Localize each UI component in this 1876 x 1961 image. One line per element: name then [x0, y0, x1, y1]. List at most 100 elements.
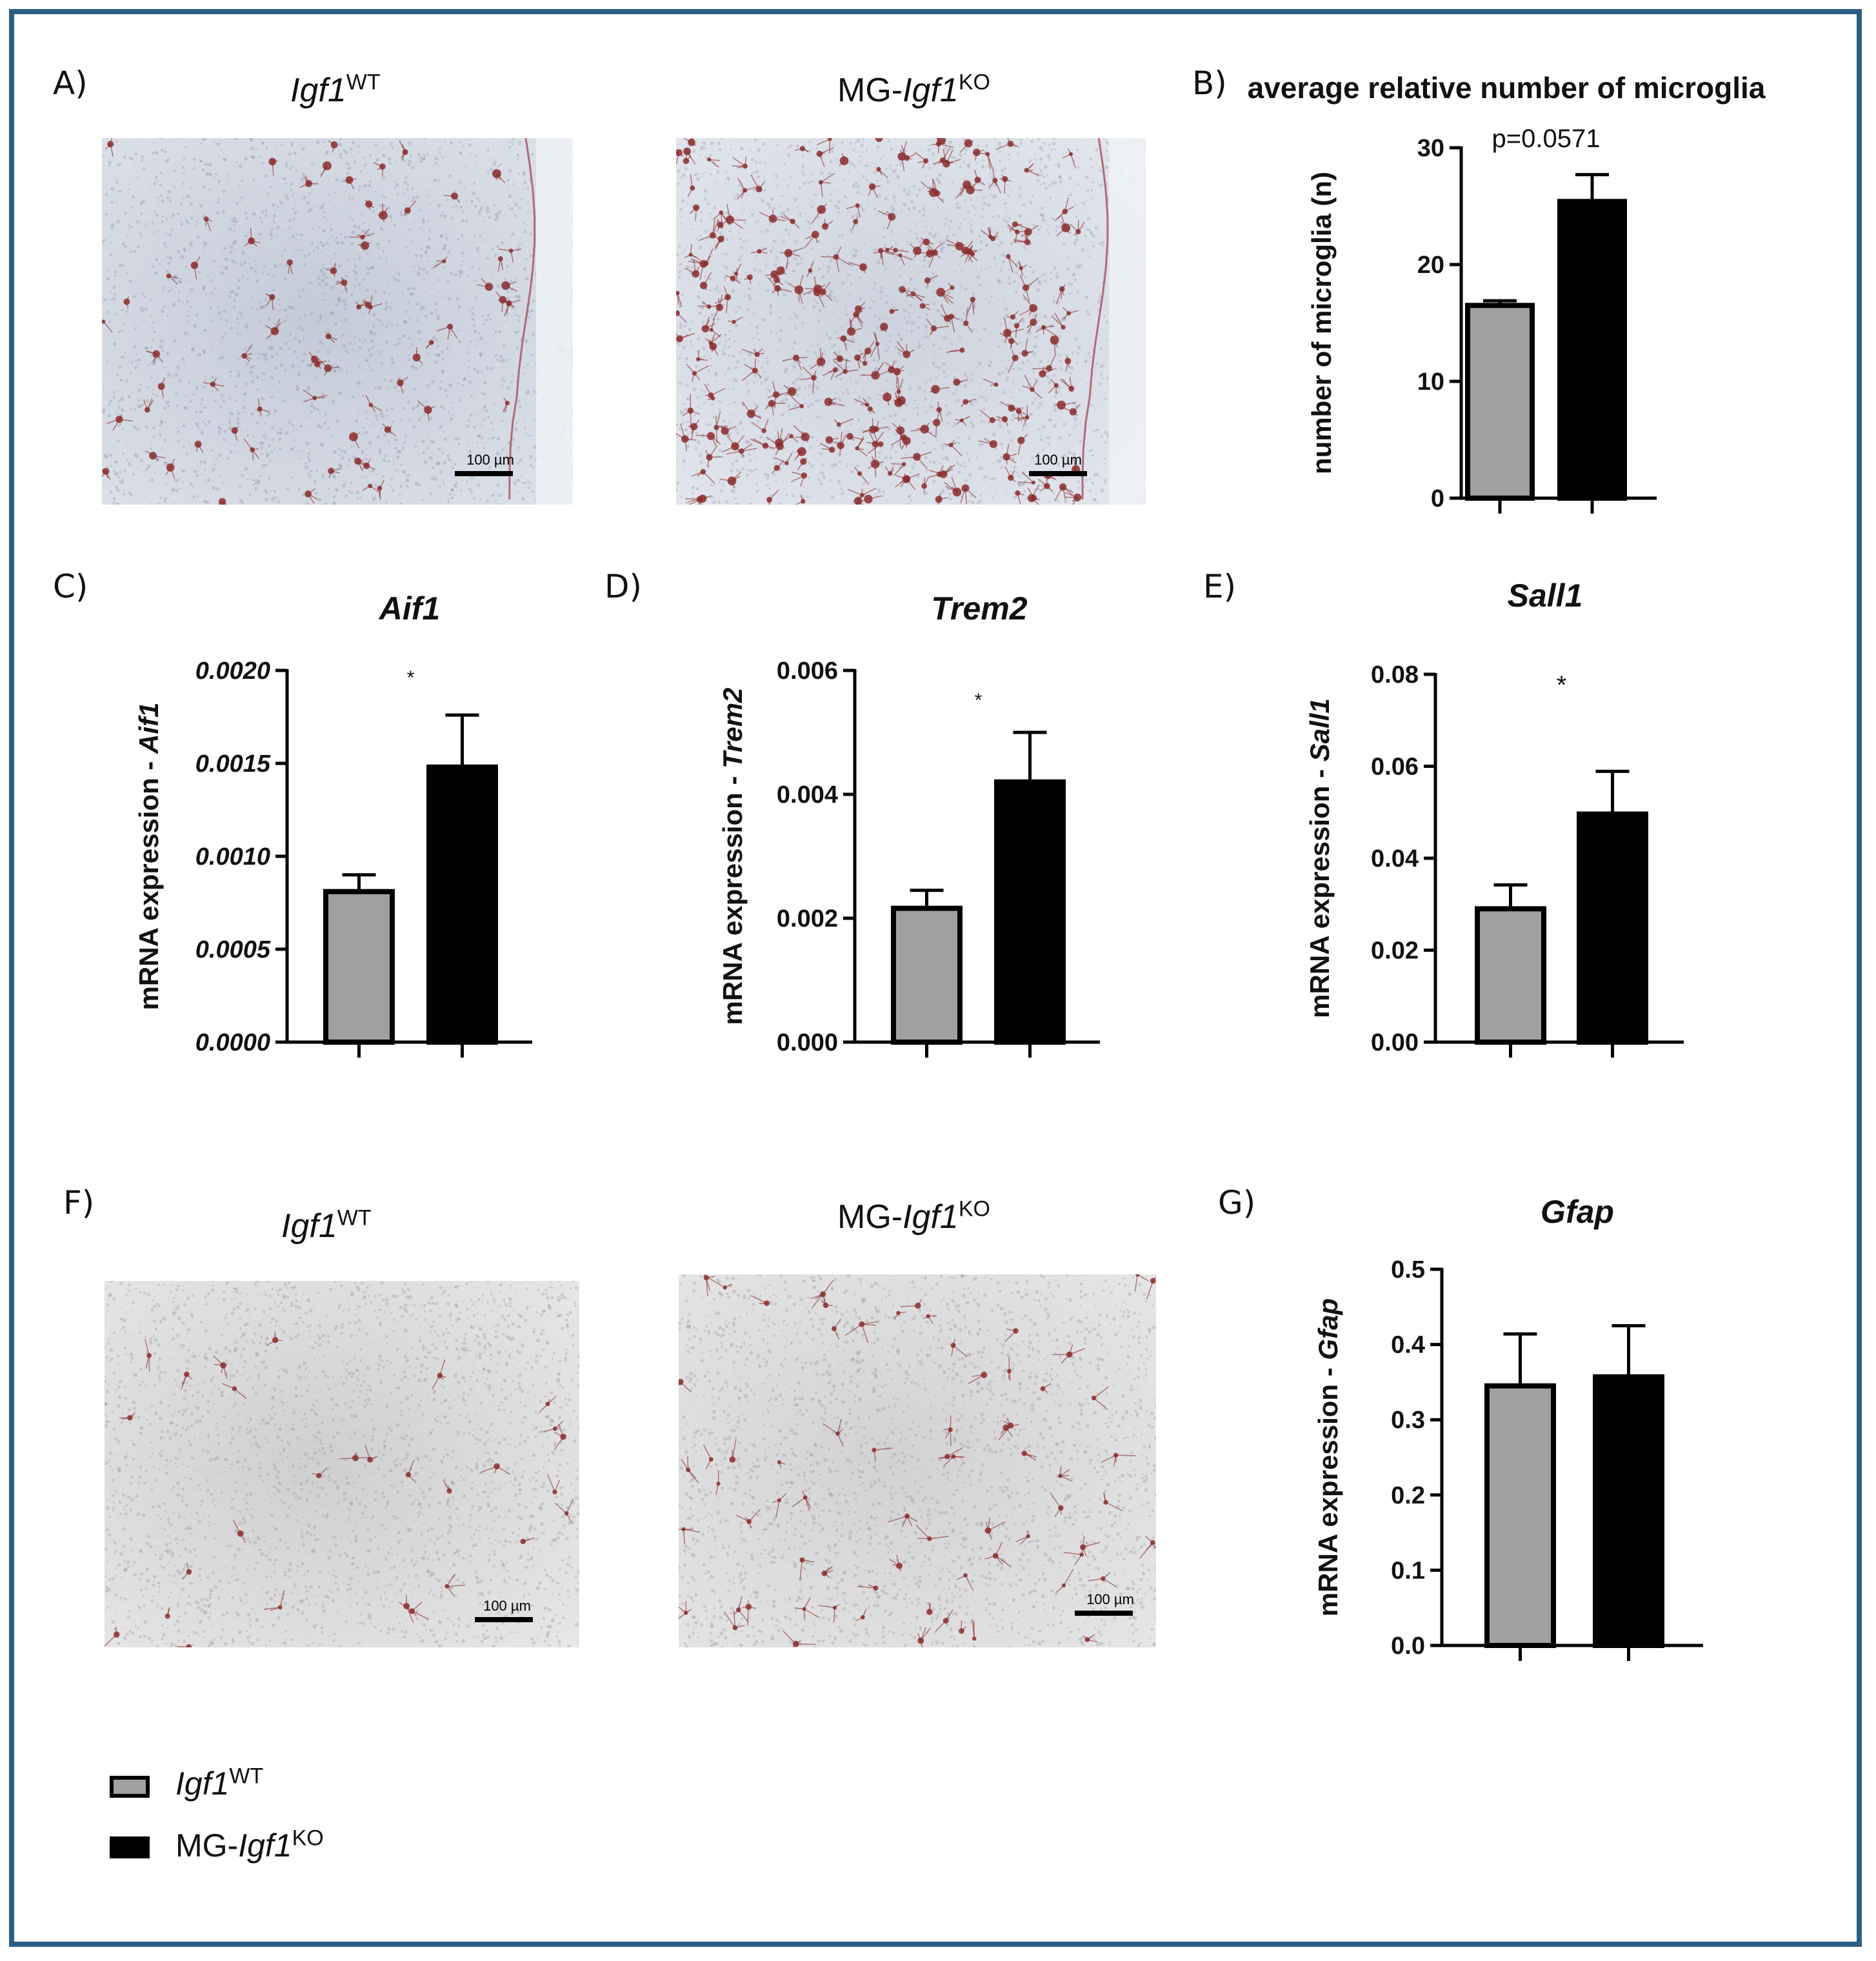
texture-speck	[407, 354, 410, 357]
texture-speck	[244, 212, 248, 215]
texture-speck	[334, 192, 337, 195]
texture-speck	[468, 139, 470, 141]
texture-speck	[248, 494, 252, 497]
texture-speck	[264, 174, 268, 178]
texture-speck	[351, 376, 353, 378]
texture-speck	[295, 385, 299, 388]
texture-speck	[512, 143, 515, 146]
texture-speck	[381, 323, 384, 326]
texture-speck	[135, 352, 138, 356]
texture-speck	[114, 274, 117, 277]
texture-speck	[283, 308, 288, 312]
texture-speck	[284, 264, 288, 267]
texture-speck	[419, 157, 423, 160]
texture-speck	[130, 486, 132, 488]
texture-speck	[427, 341, 429, 343]
texture-speck	[132, 391, 134, 394]
texture-speck	[396, 324, 399, 327]
texture-speck	[419, 307, 423, 311]
texture-speck	[517, 461, 520, 464]
texture-speck	[357, 188, 361, 192]
texture-speck	[266, 192, 270, 196]
texture-speck	[277, 390, 279, 393]
texture-speck	[441, 451, 444, 454]
texture-speck	[283, 177, 286, 181]
texture-speck	[245, 216, 249, 220]
texture-speck	[484, 318, 488, 322]
texture-speck	[279, 263, 282, 266]
texture-speck	[197, 495, 199, 498]
texture-speck	[392, 463, 395, 465]
texture-speck	[344, 150, 348, 155]
texture-speck	[153, 232, 155, 235]
texture-speck	[203, 328, 208, 332]
texture-speck	[232, 290, 235, 294]
texture-speck	[484, 381, 488, 385]
texture-speck	[153, 142, 155, 144]
texture-speck	[532, 287, 535, 289]
texture-speck	[399, 211, 403, 214]
texture-speck	[365, 359, 368, 363]
texture-speck	[220, 271, 225, 276]
texture-speck	[288, 226, 291, 229]
texture-speck	[115, 181, 119, 185]
texture-speck	[284, 182, 287, 185]
texture-speck	[358, 395, 360, 397]
texture-speck	[337, 297, 341, 300]
texture-speck	[214, 172, 218, 176]
texture-speck	[136, 363, 138, 365]
panel-label-b: B)	[1192, 65, 1227, 102]
texture-speck	[289, 167, 292, 170]
texture-speck	[121, 264, 125, 267]
texture-speck	[213, 176, 215, 179]
texture-speck	[432, 336, 436, 339]
texture-speck	[391, 323, 394, 326]
texture-speck	[257, 302, 261, 305]
texture-speck	[147, 463, 149, 466]
texture-speck	[143, 450, 146, 453]
texture-speck	[170, 374, 172, 377]
texture-speck	[332, 450, 337, 454]
texture-speck	[358, 385, 361, 387]
texture-speck	[372, 346, 375, 349]
texture-speck	[435, 353, 439, 357]
texture-speck	[284, 342, 288, 345]
texture-speck	[183, 248, 186, 252]
texture-speck	[454, 438, 457, 441]
texture-speck	[374, 332, 376, 336]
texture-speck	[279, 347, 283, 350]
texture-speck	[239, 356, 242, 358]
texture-speck	[343, 149, 346, 152]
texture-speck	[479, 234, 482, 237]
texture-speck	[532, 466, 534, 469]
texture-speck	[127, 395, 131, 399]
texture-speck	[454, 154, 456, 156]
texture-speck	[285, 161, 288, 165]
texture-speck	[378, 450, 382, 454]
texture-speck	[170, 228, 174, 232]
texture-speck	[425, 245, 430, 249]
texture-speck	[530, 308, 534, 313]
texture-speck	[281, 254, 283, 256]
texture-speck	[438, 485, 441, 488]
texture-speck	[274, 274, 277, 277]
texture-speck	[232, 414, 234, 416]
texture-speck	[220, 394, 224, 397]
texture-speck	[319, 414, 321, 416]
texture-speck	[501, 384, 503, 387]
texture-speck	[350, 241, 354, 246]
texture-speck	[425, 315, 428, 317]
texture-speck	[402, 470, 406, 474]
texture-speck	[437, 158, 439, 161]
texture-speck	[494, 254, 497, 257]
texture-speck	[183, 197, 185, 199]
texture-speck	[199, 204, 203, 208]
texture-speck	[297, 372, 301, 377]
texture-speck	[350, 481, 353, 485]
texture-speck	[399, 470, 401, 472]
texture-speck	[410, 365, 415, 369]
texture-speck	[144, 346, 148, 350]
texture-speck	[394, 186, 396, 189]
texture-speck	[114, 472, 118, 476]
texture-speck	[279, 448, 282, 451]
